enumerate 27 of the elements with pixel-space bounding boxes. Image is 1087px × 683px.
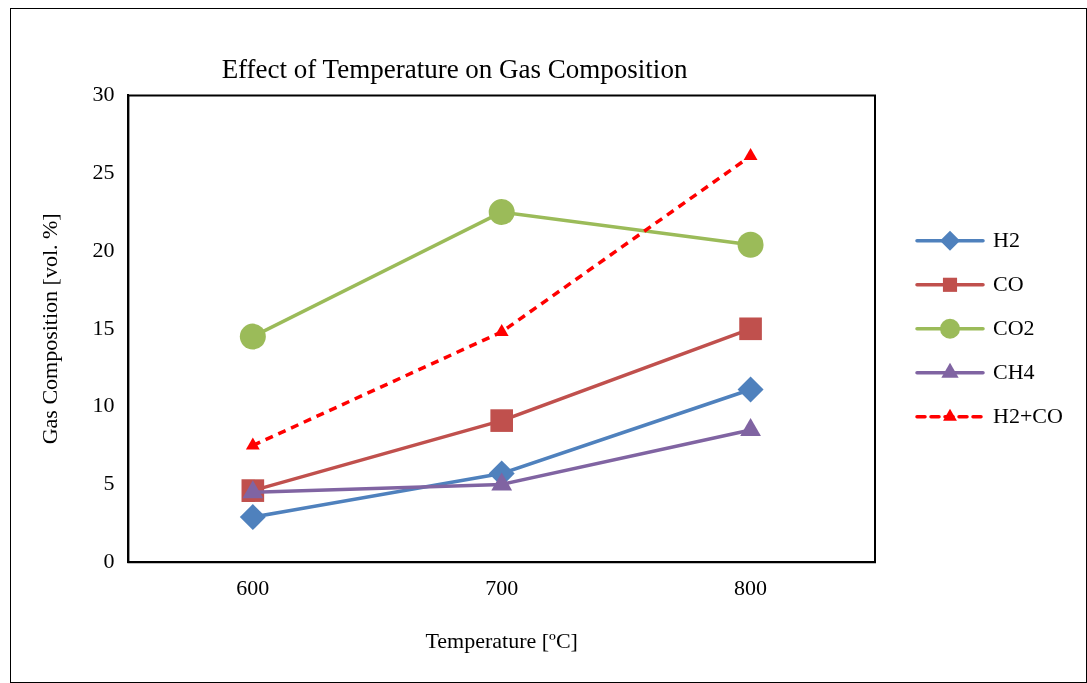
- legend-label: H2: [993, 226, 1020, 252]
- legend-label: CO: [993, 270, 1024, 296]
- point: [245, 437, 260, 450]
- y-tick-label: 20: [92, 236, 115, 262]
- legend-label: CO2: [993, 314, 1035, 340]
- y-tick-label: 15: [92, 314, 115, 340]
- y-tick-label: 10: [92, 392, 115, 418]
- y-tick-label: 25: [92, 158, 115, 184]
- point: [239, 323, 266, 350]
- point: [739, 317, 762, 341]
- y-tick-label: 0: [103, 547, 115, 573]
- chart-title: Effect of Temperature on Gas Composition: [221, 54, 688, 85]
- y-tick-label: 30: [92, 81, 115, 107]
- point: [743, 148, 758, 161]
- legend-label: H2+CO: [993, 402, 1063, 428]
- y-axis-title: Gas Composition [vol. %]: [36, 213, 62, 445]
- legend-label: CH4: [993, 358, 1035, 384]
- x-tick-label: 800: [734, 575, 768, 601]
- y-tick-label: 5: [103, 470, 115, 496]
- point: [737, 376, 764, 403]
- point: [737, 231, 764, 258]
- point: [239, 504, 266, 531]
- x-tick-label: 600: [236, 575, 270, 601]
- x-axis-title: Temperature [ºC]: [425, 627, 578, 653]
- point: [488, 199, 515, 226]
- x-tick-label: 700: [485, 575, 519, 601]
- point: [490, 409, 514, 432]
